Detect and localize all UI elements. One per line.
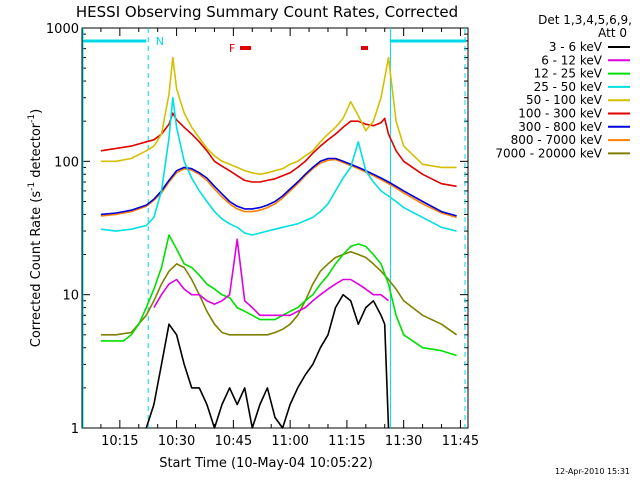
x-axis-label: Start Time (10-May-04 10:05:22) [159,456,373,471]
series-line [100,157,457,217]
y-axis-label: Corrected Count Rate (s-1 detector-1) [27,109,44,347]
legend-label: 50 - 100 keV [526,93,603,107]
series-line [100,96,457,236]
legend-label: 6 - 12 keV [541,53,603,67]
plot-frame [81,27,469,429]
y-axis-label-mid: detector [29,122,44,182]
legend-label: 25 - 50 keV [534,80,603,94]
y-tick-label: 100 [54,155,79,170]
legend-label: 800 - 7000 keV [511,133,603,147]
series-line [153,238,390,317]
y-tick-label: 10 [62,289,79,304]
x-tick-label: 11:30 [385,434,422,449]
y-axis-label-sup2: -1 [27,114,37,123]
legend-label: 3 - 6 keV [549,40,603,54]
legend-header-2: Att 0 [598,26,627,40]
y-axis-label-main: Corrected Count Rate (s [29,191,44,348]
series-line [100,234,457,357]
x-tick-label: 11:00 [271,434,308,449]
series-line [100,56,457,176]
chart-title: HESSI Observing Summary Count Rates, Cor… [76,3,458,21]
x-tick-label: 11:15 [328,434,365,449]
series-line [145,293,390,429]
x-tick-label: 10:30 [158,434,195,449]
x-tick-label: 11:45 [442,434,479,449]
flare-label: F [229,42,235,55]
series-line [100,250,458,336]
legend-label: 300 - 800 keV [518,120,602,134]
series-line [100,112,457,188]
x-tick-label: 10:15 [101,434,138,449]
chart-annotations: NF [82,28,466,428]
legend-label: 100 - 300 keV [518,107,602,121]
legend-label: 12 - 25 keV [534,67,603,81]
y-axis-label-sup1: -1 [27,182,37,191]
y-axis-label-end: ) [29,109,44,114]
axis-ticks: 10:15 10:30 10:45 11:00 11:15 11:30 11:45 1 10 10… [46,22,479,449]
y-tick-label: 1 [71,422,79,437]
x-tick-label: 10:45 [215,434,252,449]
legend-label: 7000 - 20000 keV [495,146,602,160]
footer-date: 12-Apr-2010 15:31 [555,467,630,476]
series-line [100,158,457,219]
legend-header-1: Det 1,3,4,5,6,9, [538,13,632,27]
night-label: N [156,35,164,48]
y-tick-label: 1000 [46,22,79,37]
plot-series [100,56,458,429]
